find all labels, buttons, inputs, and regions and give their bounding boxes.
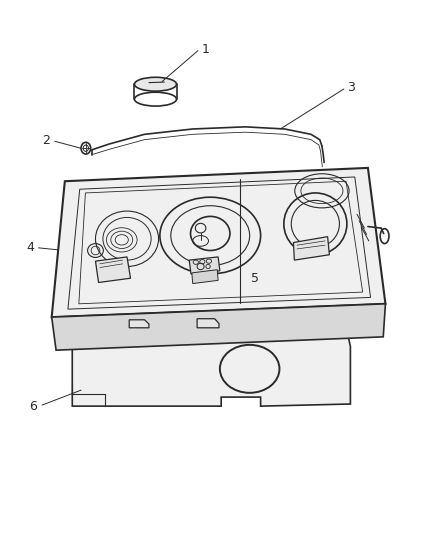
Text: 2: 2	[42, 134, 50, 147]
Text: 6: 6	[29, 400, 37, 413]
Polygon shape	[197, 319, 219, 328]
Polygon shape	[293, 237, 329, 260]
Polygon shape	[189, 257, 220, 274]
Text: 3: 3	[347, 82, 355, 94]
Text: 4: 4	[26, 241, 34, 254]
Polygon shape	[72, 326, 350, 406]
Text: 5: 5	[251, 272, 258, 285]
Ellipse shape	[134, 77, 177, 91]
Polygon shape	[52, 168, 385, 317]
Polygon shape	[95, 257, 131, 282]
Polygon shape	[192, 270, 218, 284]
Polygon shape	[52, 304, 385, 350]
Text: 1: 1	[201, 43, 209, 56]
Polygon shape	[129, 320, 149, 328]
